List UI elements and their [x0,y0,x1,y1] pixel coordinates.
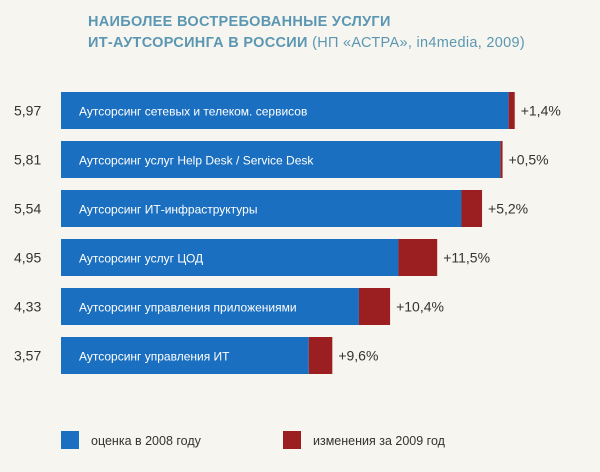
bar-change-2009 [500,141,503,178]
bar-2008 [61,337,309,374]
bar-change-2009 [461,190,483,227]
chart-title-main: ИТ-АУТСОРСИНГА В РОССИИ [88,35,308,51]
chart-title-line1: НАИБОЛЕЕ ВОСТРЕБОВАННЫЕ УСЛУГИ [88,14,391,30]
category-label: Аутсорсинг сетевых и телеком. сервисов [79,105,307,119]
category-label: Аутсорсинг управления приложениями [79,301,297,315]
change-label: +5,2% [488,201,528,217]
chart-title-line2: ИТ-АУТСОРСИНГА В РОССИИ (НП «АСТРА», in4… [88,35,525,51]
score-label: 3,57 [14,348,41,364]
change-label: +1,4% [521,103,561,119]
bar-change-2009 [358,288,391,325]
bar-change-2009 [308,337,333,374]
legend-swatch-2008 [61,431,79,449]
category-label: Аутсорсинг ИТ-инфраструктуры [79,203,257,217]
bar-change-2009 [398,239,438,276]
change-label: +10,4% [396,299,444,315]
legend-swatch-2009 [283,431,301,449]
legend-label-2009: изменения за 2009 год [313,434,446,448]
category-label: Аутсорсинг услуг ЦОД [79,252,203,266]
category-label: Аутсорсинг услуг Help Desk / Service Des… [79,154,314,168]
chart-title-source: (НП «АСТРА», in4media, 2009) [308,35,525,51]
score-label: 5,81 [14,152,41,168]
bar-change-2009 [508,92,515,129]
score-label: 4,95 [14,250,41,266]
legend-label-2008: оценка в 2008 году [91,434,202,448]
bar-2008 [61,92,509,129]
category-label: Аутсорсинг управления ИТ [79,350,230,364]
score-label: 4,33 [14,299,41,315]
change-label: +9,6% [338,348,378,364]
bar-2008 [61,239,399,276]
bar-2008 [61,190,462,227]
bar-2008 [61,141,501,178]
change-label: +11,5% [443,250,490,266]
score-label: 5,54 [14,201,41,217]
change-label: +0,5% [509,152,549,168]
bar-2008 [61,288,359,325]
score-label: 5,97 [14,103,41,119]
